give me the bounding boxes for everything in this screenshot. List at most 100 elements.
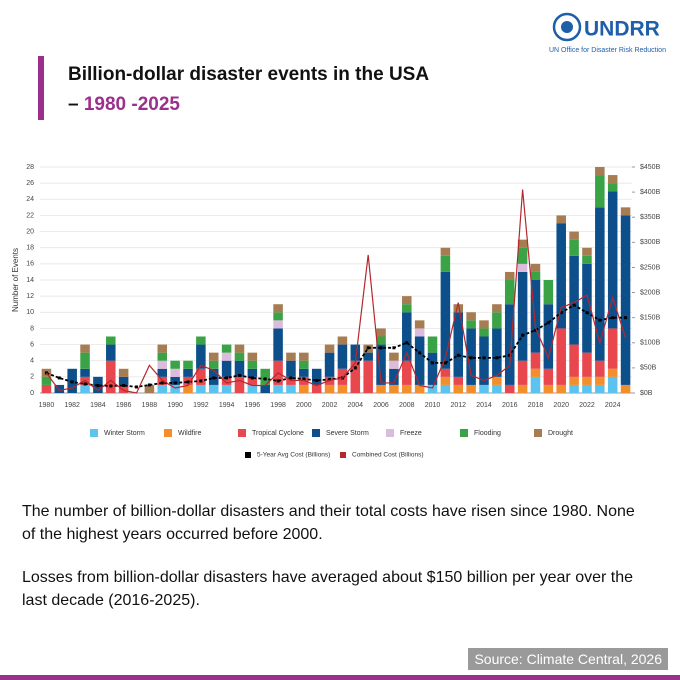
bar-segment	[607, 328, 618, 369]
y-tick-label: 26	[26, 180, 34, 187]
x-tick-label: 2012	[450, 402, 466, 409]
bar-segment	[221, 352, 232, 361]
bar-segment	[530, 280, 541, 353]
bar-segment	[556, 215, 566, 224]
bar-segment	[221, 360, 232, 377]
y-tick-label: 18	[26, 245, 34, 252]
paragraph: The number of billion-dollar disasters a…	[22, 503, 635, 543]
bar-segment	[440, 247, 451, 256]
bar-segment	[196, 368, 206, 385]
bar-segment	[376, 328, 386, 337]
cost-marker	[353, 366, 357, 370]
bar-segment	[427, 384, 438, 393]
cost-marker	[237, 373, 241, 377]
logo: UNDRR UN Office for Disaster Risk Reduct…	[549, 12, 666, 54]
bar-segment	[530, 271, 541, 280]
y-tick-label: 12	[26, 293, 34, 300]
bar-segment	[299, 352, 309, 361]
bar-segment	[299, 360, 309, 369]
bar-segment	[221, 344, 232, 353]
legend-swatch	[245, 452, 251, 458]
bar-segment	[517, 239, 528, 248]
x-tick-label: 1998	[270, 402, 286, 409]
title-line2: – 1980 -2025	[68, 94, 180, 115]
title-years: 1980 -2025	[84, 94, 181, 115]
bar-segment	[595, 376, 605, 385]
legend-label: Severe Storm	[326, 430, 369, 437]
bar-segment	[106, 336, 116, 345]
x-tick-label: 2016	[502, 402, 518, 409]
bar-segment	[595, 175, 605, 208]
cost-marker	[366, 346, 370, 350]
bar-segment	[569, 231, 579, 240]
x-tick-label: 2010	[425, 402, 441, 409]
bar-segment	[569, 239, 579, 256]
legend-label: Tropical Cyclone	[252, 430, 304, 437]
bar-segment	[324, 384, 335, 393]
cost-marker	[83, 382, 87, 386]
cost-marker	[289, 376, 293, 380]
bar-segment	[118, 384, 129, 393]
cost-marker	[109, 384, 113, 388]
title-accent	[38, 56, 44, 120]
bar-segment	[273, 304, 283, 313]
bar-segment	[54, 384, 65, 393]
bar-segment	[157, 384, 168, 393]
x-tick-label: 1996	[245, 402, 261, 409]
x-tick-label: 2020	[553, 402, 569, 409]
x-tick-label: 2004	[348, 402, 364, 409]
logo-text: UNDRR	[584, 18, 660, 41]
bar-segment	[607, 368, 618, 377]
bar-segment	[543, 280, 554, 305]
bar-segment	[517, 271, 528, 361]
bar-segment	[363, 360, 373, 393]
bar-segment	[247, 360, 258, 369]
bar-segment	[118, 368, 129, 377]
bar-segment	[530, 376, 541, 393]
legend-swatch	[238, 429, 246, 437]
y2-tick-label: $250B	[640, 264, 661, 271]
bar-segment	[376, 344, 386, 385]
bar-segment	[389, 384, 399, 393]
bar-segment	[183, 368, 193, 377]
bar-segment	[582, 247, 592, 256]
legend-label: Combined Cost (Billions)	[352, 452, 424, 459]
bar-segment	[569, 384, 579, 393]
bar-segment	[363, 352, 373, 361]
cost-marker	[418, 351, 422, 355]
bar-segment	[492, 304, 502, 313]
y-tick-label: 16	[26, 261, 34, 268]
y-tick-label: 6	[30, 341, 34, 348]
bar-segment	[376, 384, 386, 393]
bar-segment	[247, 352, 258, 361]
cost-marker	[572, 303, 576, 307]
bar-segment	[479, 328, 489, 337]
bar-segment	[582, 352, 592, 377]
x-tick-label: 2018	[528, 402, 544, 409]
bar-segment	[170, 384, 180, 393]
legend-label: Freeze	[400, 430, 422, 437]
bar-segment	[607, 175, 618, 184]
y2-tick-label: $350B	[640, 214, 661, 221]
bar-segment	[402, 304, 412, 313]
x-tick-label: 1980	[39, 402, 55, 409]
y2-tick-label: $200B	[640, 289, 661, 296]
bar-segment	[569, 344, 579, 377]
x-tick-label: 1994	[219, 402, 235, 409]
bar-segment	[479, 320, 489, 329]
bar-segment	[402, 384, 412, 393]
y2-tick-label: $400B	[640, 189, 661, 196]
cost-marker	[533, 328, 537, 332]
x-tick-label: 1984	[90, 402, 106, 409]
bar-segment	[118, 376, 129, 385]
bar-segment	[273, 320, 283, 329]
bar-segment	[196, 344, 206, 369]
cost-marker	[598, 318, 602, 322]
bar-segment	[299, 384, 309, 393]
bar-segment	[208, 360, 219, 369]
bar-segment	[350, 360, 361, 393]
bar-segment	[582, 255, 592, 264]
y-tick-label: 14	[26, 277, 34, 284]
bar-segment	[582, 263, 592, 353]
